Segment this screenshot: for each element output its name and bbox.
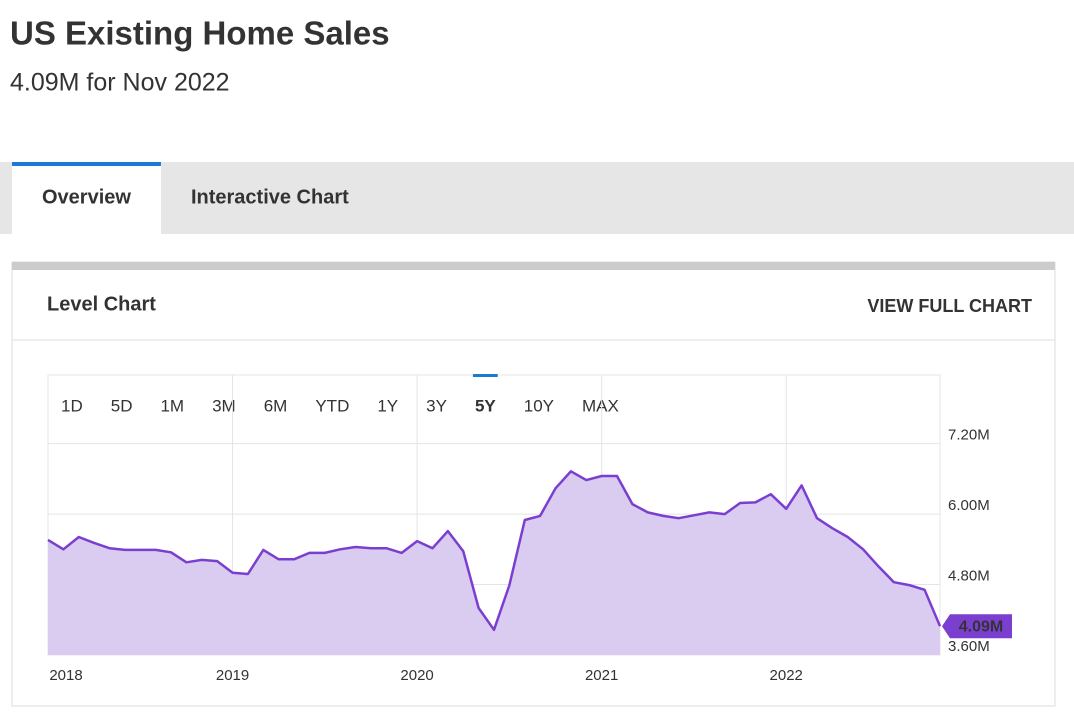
card-title: Level Chart [47, 293, 156, 315]
range-button[interactable]: 5Y [475, 396, 496, 415]
range-button[interactable]: 10Y [524, 396, 554, 415]
x-tick-label: 2019 [216, 667, 249, 684]
x-tick-label: 2022 [770, 667, 803, 684]
tab[interactable]: Overview [42, 186, 131, 208]
card-top-border [12, 262, 1055, 270]
range-button[interactable]: 1Y [377, 396, 398, 415]
x-tick-label: 2021 [585, 667, 618, 684]
range-button[interactable]: MAX [582, 396, 619, 415]
y-tick-label: 7.20M [948, 427, 990, 444]
view-full-chart[interactable]: VIEW FULL CHART [867, 296, 1032, 316]
range-button[interactable]: 1M [160, 396, 184, 415]
range-indicator [472, 374, 498, 377]
x-tick-label: 2020 [400, 667, 433, 684]
last-value-tag [942, 614, 1012, 639]
tab[interactable]: Interactive Chart [191, 186, 349, 208]
page-subtitle: 4.09M for Nov 2022 [10, 69, 230, 97]
area-fill [48, 471, 940, 655]
tab-bar [0, 162, 1074, 234]
x-tick-label: 2018 [49, 667, 82, 684]
range-button[interactable]: 5D [111, 396, 133, 415]
y-tick-label: 6.00M [948, 497, 990, 514]
y-tick-label: 4.80M [948, 568, 990, 585]
last-value-label: 4.09M [959, 618, 1003, 635]
tab-indicator [12, 162, 161, 166]
range-button[interactable]: 3Y [426, 396, 447, 415]
tab-background [12, 162, 161, 234]
range-button[interactable]: YTD [315, 396, 349, 415]
range-button[interactable]: 1D [61, 396, 83, 415]
range-button[interactable]: 3M [212, 396, 236, 415]
page-title: US Existing Home Sales [10, 15, 390, 52]
range-button[interactable]: 6M [264, 396, 288, 415]
y-tick-label: 3.60M [948, 638, 990, 655]
line [47, 470, 942, 632]
